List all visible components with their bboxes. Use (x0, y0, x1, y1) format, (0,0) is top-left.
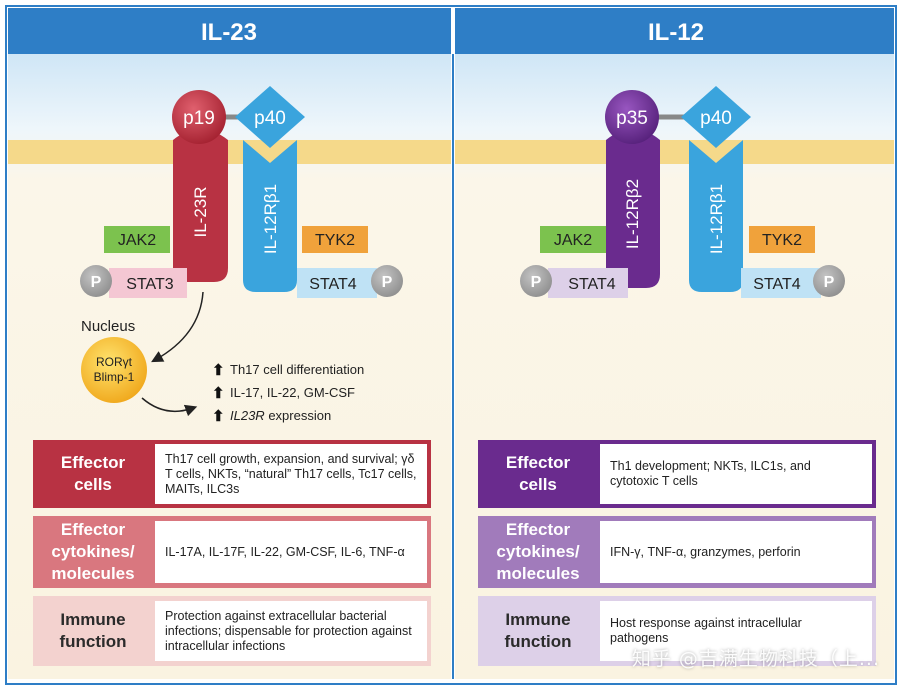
category-immune-function-left: Immune function (59, 610, 127, 651)
il12-title: IL-12 (648, 19, 704, 46)
il23-header (8, 8, 451, 54)
stat4-box-right-a (548, 268, 628, 298)
phospho-circle-right-b (813, 265, 845, 297)
stat4-label-right-a: STAT4 (568, 276, 616, 293)
il12rb2-receptor (606, 129, 660, 288)
jak2-label-right: JAK2 (554, 232, 592, 249)
il23r-gene-name: IL23R (230, 408, 265, 423)
up-arrow-icon: ⬆ (212, 385, 225, 402)
phospho-label-left-b: P (382, 274, 393, 291)
category-effector-cells-left: Effector cells (60, 453, 126, 494)
il12rb1-receptor-right (689, 140, 743, 292)
il23-effector-cells-text: Th17 cell growth, expansion, and surviva… (155, 444, 427, 504)
category-effector-cytokines-right: Effector cytokines/ molecules (496, 520, 580, 583)
il12-membrane (455, 140, 894, 164)
phospho-circle-right-a (520, 265, 552, 297)
stat3-label: STAT3 (126, 276, 174, 293)
il12-header (455, 8, 894, 54)
up-arrow-icon: ⬆ (212, 408, 225, 425)
il12-immune-function-text: Host response against intracellular path… (600, 601, 872, 661)
p40-subunit-left (235, 86, 305, 148)
tyk2-box-left (302, 226, 368, 253)
expression-word: expression (265, 408, 331, 423)
nucleus-output-arrow (141, 397, 198, 417)
il23-membrane (8, 140, 451, 164)
il23r-label: IL-23R (191, 186, 210, 237)
category-immune-function-right: Immune function (504, 610, 572, 651)
il12rb1-label-left: IL-12Rβ1 (261, 184, 280, 254)
stat4-box-left (297, 268, 377, 298)
stat4-label-right-b: STAT4 (753, 276, 801, 293)
jak2-box-right (540, 226, 606, 253)
category-effector-cells-right: Effector cells (505, 453, 571, 494)
tyk2-label-right: TYK2 (762, 232, 802, 249)
outcome-cytokines: IL-17, IL-22, GM-CSF (230, 385, 355, 400)
nucleus-circle (81, 337, 147, 403)
p19-subunit (172, 90, 226, 144)
il23-effector-cytokines-text: IL-17A, IL-17F, IL-22, GM-CSF, IL-6, TNF… (155, 521, 427, 583)
il23-title: IL-23 (201, 19, 257, 46)
rorgt-label: RORγt (96, 355, 133, 369)
tyk2-box-right (749, 226, 815, 253)
tyk2-label-left: TYK2 (315, 232, 355, 249)
up-arrow-icon: ⬆ (212, 362, 225, 379)
jak2-box-left (104, 226, 170, 253)
p40-subunit-right (681, 86, 751, 148)
phospho-label-left-a: P (91, 274, 102, 291)
stat3-box (109, 268, 187, 298)
il12rb1-receptor-left (243, 140, 297, 292)
outcome-il23r-expression: IL23R expression (230, 408, 331, 423)
il12-effector-cells-text: Th1 development; NKTs, ILC1s, and cytoto… (600, 444, 872, 504)
p19-label: p19 (183, 108, 215, 129)
il23-immune-function-text: Protection against extracellular bacteri… (155, 601, 427, 661)
stat3-to-nucleus-arrow (151, 291, 204, 363)
stat4-box-right-b (741, 268, 821, 298)
phospho-label-right-b: P (824, 274, 835, 291)
phospho-label-right-a: P (531, 274, 542, 291)
nucleus-label: Nucleus (81, 318, 135, 335)
il12rb1-label-right: IL-12Rβ1 (707, 184, 726, 254)
panel-divider (452, 54, 454, 679)
p40-label-left: p40 (254, 108, 286, 129)
il12rb2-label: IL-12Rβ2 (623, 179, 642, 249)
phospho-circle-left-a (80, 265, 112, 297)
jak2-label-left: JAK2 (118, 232, 156, 249)
p35-label: p35 (616, 108, 648, 129)
il23r-receptor (173, 129, 228, 282)
il12-effector-cytokines-text: IFN-γ, TNF-α, granzymes, perforin (600, 521, 872, 583)
stat4-label-left: STAT4 (309, 276, 357, 293)
blimp1-label: Blimp-1 (94, 370, 135, 384)
watermark-text: 知乎 @吉满生物科技（上... (631, 648, 880, 670)
outcome-th17-differentiation: Th17 cell differentiation (230, 362, 364, 377)
p40-label-right: p40 (700, 108, 732, 129)
phospho-circle-left-b (371, 265, 403, 297)
category-effector-cytokines-left: Effector cytokines/ molecules (51, 520, 135, 583)
p35-subunit (605, 90, 659, 144)
